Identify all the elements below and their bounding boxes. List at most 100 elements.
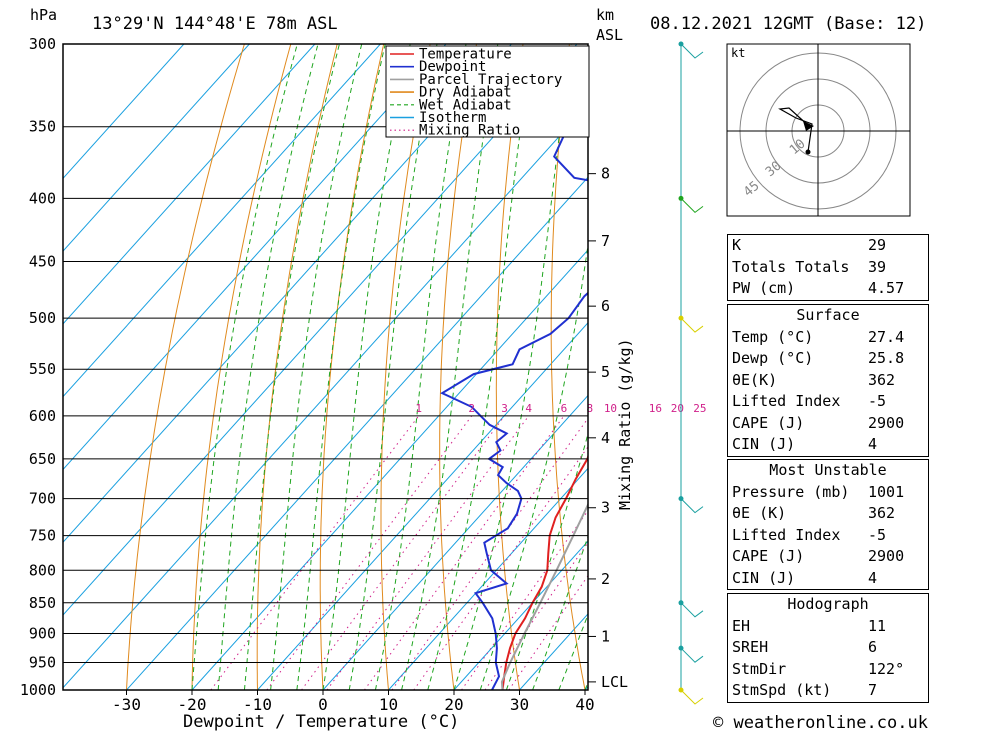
km-label: km: [596, 6, 614, 24]
storm-motion-marker: [803, 121, 814, 131]
isotherm-line: [388, 467, 588, 690]
surface-table: Surface Temp (°C) 27.4 Dewp (°C) 25.8 θE(K…: [727, 304, 929, 457]
isotherm-line: [63, 44, 381, 398]
km-tick-label: 6: [601, 297, 610, 315]
index-name: K: [732, 236, 742, 254]
x-tick-label: 30: [510, 695, 529, 714]
mu-value: 2900: [868, 547, 905, 565]
km-tick-label: 7: [601, 232, 610, 250]
pressure-tick-label: 850: [29, 594, 56, 612]
mixing-ratio-label: 16: [649, 402, 662, 415]
isotherm-line: [63, 44, 578, 616]
mixing-ratio-label: 2: [468, 402, 475, 415]
hodo-name: StmSpd (kt): [732, 681, 832, 699]
mixing-ratio-label: 8: [587, 402, 594, 415]
mixing-ratio-label: 3: [501, 402, 508, 415]
x-tick-label: 0: [318, 695, 328, 714]
surface-name: CAPE (J): [732, 413, 805, 432]
mu-value: 362: [868, 504, 896, 522]
isotherm-line: [63, 103, 588, 689]
surface-name: Lifted Index: [732, 392, 841, 410]
mixing-ratio-line: [508, 574, 588, 690]
mu-value: 4: [868, 568, 878, 587]
mixing-ratio-line: [484, 541, 588, 690]
pressure-unit-label: hPa: [30, 6, 57, 24]
wind-barb: [680, 43, 704, 59]
hodo-value: 122°: [868, 659, 905, 678]
surface-title: Surface: [796, 306, 860, 324]
surface-value: 25.8: [868, 349, 905, 367]
location-title: 13°29'N 144°48'E 78m ASL: [92, 14, 338, 34]
hodograph-end-dot: [805, 149, 811, 155]
surface-value: -5: [868, 392, 887, 410]
pressure-tick-label: 450: [29, 253, 56, 271]
wet-adiabat-line: [505, 431, 588, 690]
hodo-value: 11: [868, 616, 887, 635]
mixing-ratio-line: [413, 446, 588, 690]
mixing-ratio-line: [301, 415, 505, 690]
legend-entry: Dewpoint: [419, 59, 486, 75]
legend-entry: Mixing Ratio: [419, 123, 520, 139]
x-tick-label: -10: [243, 695, 272, 714]
mixing-ratio-axis-label: Mixing Ratio (g/kg): [616, 338, 634, 510]
hodograph-table: Hodograph EH 11 SREH 6 StmDir 122° StmSpd (…: [727, 593, 929, 703]
indices-table: K 29 Totals Totals 39 PW (cm) 4.57: [727, 234, 929, 301]
mu-name: CIN (J): [732, 568, 796, 587]
mixing-ratio-label: 1: [415, 402, 422, 415]
isotherm-line: [63, 44, 447, 471]
surface-name: θE(K): [732, 370, 778, 389]
pressure-tick-label: 400: [29, 189, 56, 207]
dry-adiabat-line: [256, 44, 338, 690]
surface-value: 27.4: [868, 327, 905, 346]
isotherm-line: [322, 394, 588, 690]
mixing-ratio-line: [461, 509, 588, 690]
mixing-ratio-label: 6: [561, 402, 568, 415]
surface-value: 2900: [868, 413, 905, 432]
pressure-tick-label: 700: [29, 490, 56, 508]
pressure-tick-label: 350: [29, 118, 56, 136]
surface-name: Dewp (°C): [732, 349, 814, 367]
pressure-tick-label: 550: [29, 360, 56, 378]
mixing-ratio-line: [326, 415, 530, 690]
legend-entry: Temperature: [419, 47, 512, 63]
pressure-tick-label: 650: [29, 450, 56, 468]
isotherm-line: [63, 44, 316, 325]
mixing-ratio-line: [363, 415, 565, 690]
index-name: PW (cm): [732, 279, 796, 297]
wind-barbs: [678, 41, 704, 705]
parcel-trajectory-line: [500, 502, 588, 690]
surface-name: CIN (J): [732, 435, 796, 453]
legend-entry: Dry Adiabat: [419, 85, 512, 101]
pressure-tick-label: 1000: [20, 681, 56, 699]
dry-adiabat-line: [439, 44, 477, 690]
pressure-tick-label: 300: [29, 35, 56, 53]
surface-value: 4: [868, 435, 878, 453]
pressure-tick-label: 500: [29, 309, 56, 327]
wind-barb: [680, 647, 704, 663]
hodo-name: EH: [732, 616, 751, 635]
hodograph-unit-label: kt: [731, 46, 745, 60]
wet-adiabat-line: [453, 44, 572, 690]
isotherm-line: [191, 249, 588, 690]
wet-adiabat-line: [322, 44, 411, 690]
wet-adiabat-line: [217, 44, 319, 690]
km-tick-label: 4: [601, 429, 610, 447]
dry-adiabat-line: [941, 44, 1000, 690]
plot-frame: [62, 43, 589, 691]
wet-adiabat-line: [191, 44, 298, 690]
mixing-ratio-label: 20: [671, 402, 684, 415]
hodo-name: StmDir: [732, 659, 787, 678]
hodograph-table-title: Hodograph: [787, 595, 869, 613]
mixing-ratio-line: [266, 415, 473, 690]
mu-name: CAPE (J): [732, 547, 805, 565]
hodo-value: 7: [868, 681, 878, 699]
x-axis-label: Dewpoint / Temperature (°C): [183, 712, 459, 732]
x-tick-label: 20: [444, 695, 463, 714]
wind-barb: [680, 689, 704, 705]
asl-label: ASL: [596, 26, 623, 44]
pressure-tick-label: 800: [29, 561, 56, 579]
x-tick-label: 10: [379, 695, 398, 714]
x-tick-label: 40: [575, 695, 594, 714]
